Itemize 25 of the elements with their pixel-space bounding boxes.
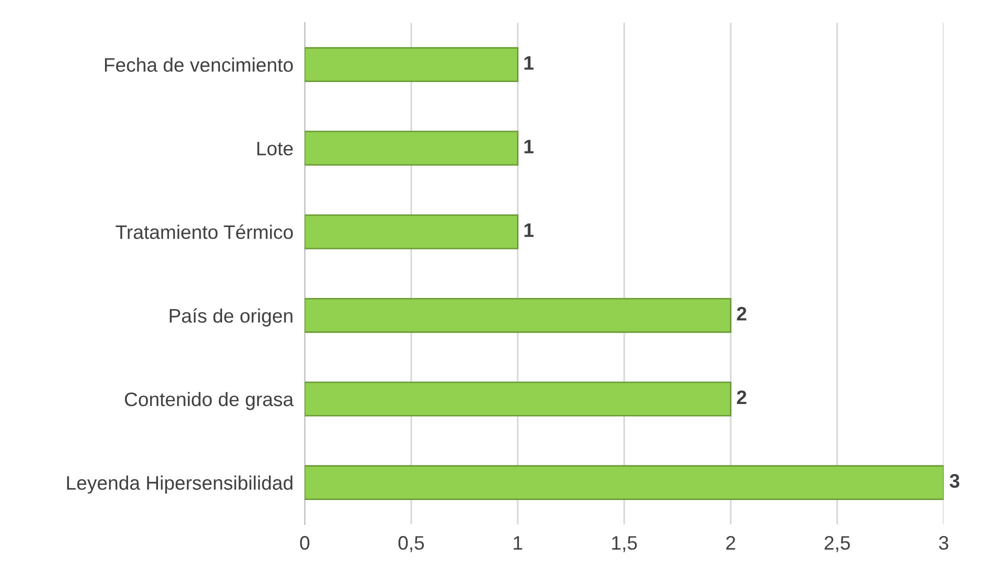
bar <box>304 130 518 166</box>
x-tick-label: 1,5 <box>612 536 637 552</box>
x-tick-label: 1 <box>514 536 522 550</box>
data-label: 1 <box>524 140 534 154</box>
x-tick-label: 2 <box>726 536 736 550</box>
y-tick-label: Leyenda Hipersensibilidad <box>67 476 292 494</box>
data-label: 3 <box>950 474 960 488</box>
x-tick-label: 0,5 <box>398 536 424 552</box>
bar <box>304 214 518 250</box>
bar <box>304 382 732 416</box>
y-tick-label: Lote <box>257 142 293 156</box>
y-tick-label: Fecha de vencimiento <box>105 58 293 72</box>
y-tick-label: Contenido de grasa <box>124 392 294 410</box>
y-tick-label: País de origen <box>170 308 292 327</box>
x-tick-label: 0 <box>300 536 310 550</box>
data-label: 2 <box>736 390 746 404</box>
data-label: 1 <box>524 56 534 70</box>
x-tick-label: 3 <box>939 536 948 550</box>
bar <box>304 47 518 82</box>
x-tick-label: 2,5 <box>824 536 850 552</box>
bar <box>304 465 944 500</box>
data-label: 2 <box>736 306 746 320</box>
data-label: 1 <box>524 223 534 237</box>
y-tick-label: Tratamiento Térmico <box>116 224 293 240</box>
bar <box>304 298 732 333</box>
